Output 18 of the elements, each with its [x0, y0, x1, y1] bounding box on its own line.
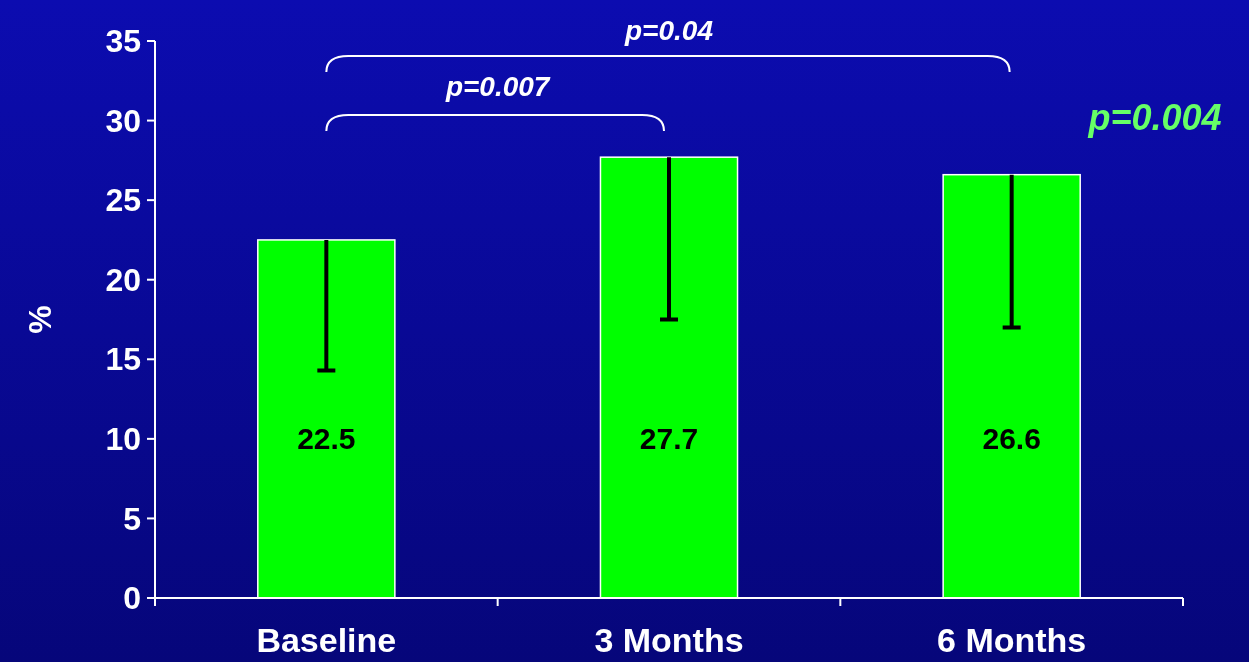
- x-tick-label: 6 Months: [937, 620, 1087, 659]
- annotation: p=0.004: [1087, 96, 1222, 138]
- data-label: 26.6: [982, 422, 1041, 456]
- data-label: 22.5: [297, 422, 356, 456]
- y-tick-label: 20: [105, 261, 141, 298]
- y-tick-label: 10: [105, 421, 141, 458]
- annotation: p=0.04: [624, 15, 714, 46]
- y-axis-title: %: [22, 305, 59, 334]
- data-label: 27.7: [639, 422, 699, 456]
- y-tick-label: 0: [123, 580, 141, 617]
- annotation: p=0.007: [444, 71, 551, 102]
- x-tick-label: Baseline: [256, 620, 397, 659]
- x-tick-label: 3 Months: [594, 620, 744, 659]
- y-tick-label: 35: [105, 23, 141, 60]
- y-tick-label: 5: [123, 500, 141, 537]
- y-tick-label: 25: [105, 182, 141, 219]
- y-tick-label: 30: [105, 102, 141, 139]
- y-tick-label: 15: [105, 341, 141, 378]
